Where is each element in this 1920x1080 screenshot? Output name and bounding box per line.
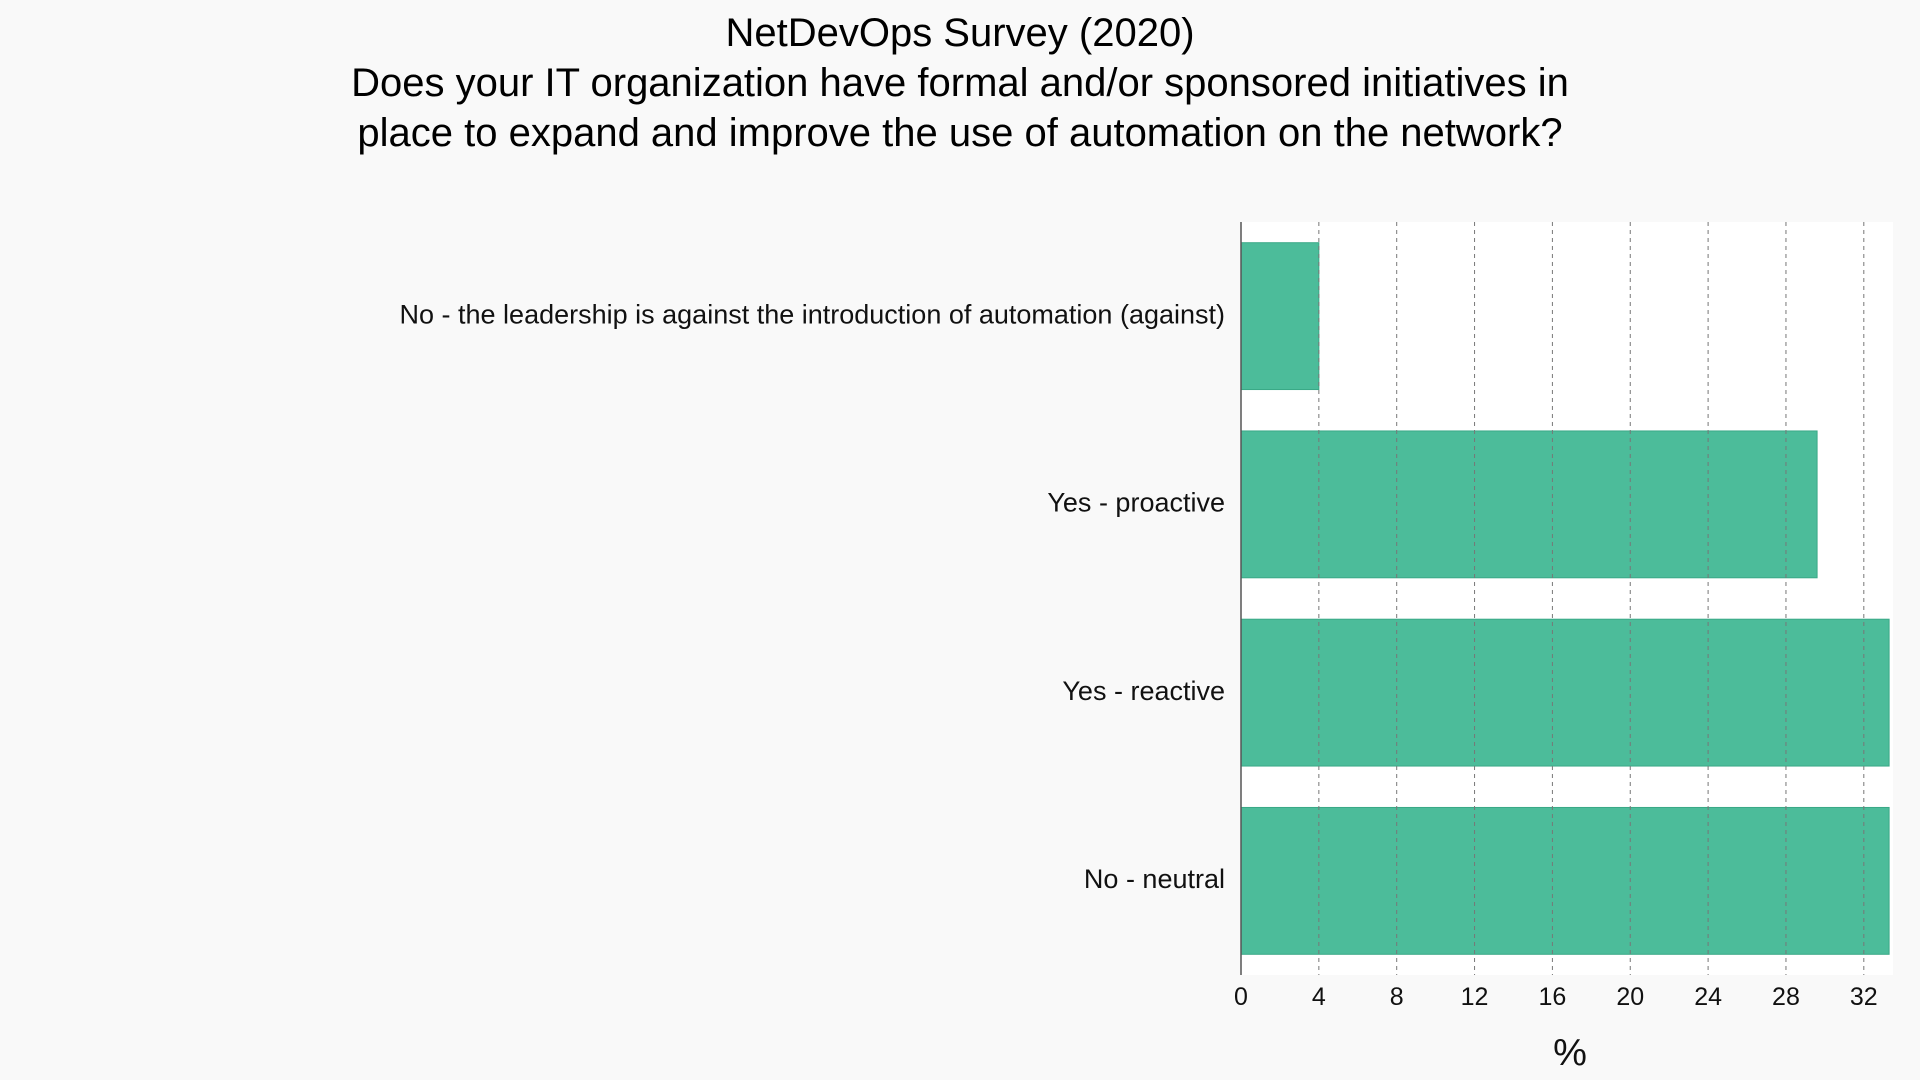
bar-2 [1240, 618, 1890, 767]
bar-3 [1240, 806, 1890, 955]
x-tick-label-2: 8 [1390, 983, 1404, 1011]
x-tick-label-5: 20 [1616, 983, 1644, 1011]
category-label-3: No - neutral [1084, 864, 1225, 894]
category-label-0: No - the leadership is against the intro… [400, 299, 1225, 329]
x-tick-label-7: 28 [1772, 983, 1800, 1011]
chart-subtitle-line: Does your IT organization have formal an… [351, 61, 1569, 105]
bar-1 [1240, 430, 1818, 579]
x-axis-title: % [1553, 1032, 1587, 1074]
x-tick-label-1: 4 [1312, 983, 1326, 1011]
category-label-2: Yes - reactive [1062, 676, 1225, 706]
x-tick-label-8: 32 [1850, 983, 1878, 1011]
x-tick-label-6: 24 [1694, 983, 1722, 1011]
chart-subtitle-line: place to expand and improve the use of a… [357, 111, 1563, 155]
chart-title: NetDevOps Survey (2020) Does your IT org… [0, 8, 1920, 158]
category-label-1: Yes - proactive [1047, 488, 1225, 518]
chart-title-line: NetDevOps Survey (2020) [725, 11, 1195, 55]
bar-0 [1240, 242, 1320, 391]
x-tick-label-0: 0 [1234, 983, 1248, 1011]
x-tick-label-3: 12 [1461, 983, 1489, 1011]
x-tick-label-4: 16 [1538, 983, 1566, 1011]
